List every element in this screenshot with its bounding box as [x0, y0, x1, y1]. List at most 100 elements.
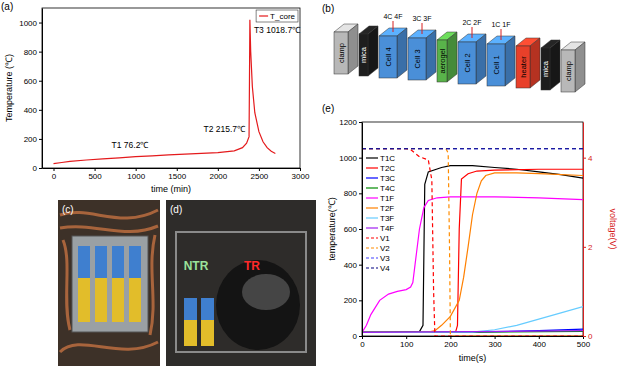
tick-mark: [359, 158, 362, 159]
component: clamp: [561, 42, 585, 92]
tick-label: 0: [33, 164, 38, 173]
sensor-label: 2C 2F: [462, 19, 481, 26]
photo-cell-bottom: [112, 278, 124, 322]
photo-label: NTR: [184, 259, 209, 273]
y2-axis-title: voltage(V): [608, 208, 618, 249]
component: clamp: [334, 24, 358, 74]
component: Cell 22C 2F: [458, 19, 486, 84]
series-line: [362, 329, 583, 332]
axis: 024: [583, 123, 593, 342]
legend-entry: T1C: [366, 154, 395, 163]
tick: 800: [344, 189, 362, 198]
legend-swatch: [366, 167, 378, 168]
legend: T_core: [256, 10, 298, 22]
tick: 2000: [209, 168, 227, 181]
tick: 1200: [339, 118, 362, 127]
component: heater: [516, 38, 540, 88]
component-side: [575, 42, 585, 92]
tick-label: 1000: [19, 19, 37, 28]
component: Cell 3 3C 3F: [408, 15, 436, 80]
panel-label: (c): [62, 204, 74, 215]
tick: 500: [88, 168, 102, 181]
annotation: T3 1018.7℃: [254, 25, 301, 35]
diagram: (b)clampmicaCell 44C 4FCell 33C 3Faeroge…: [322, 3, 585, 92]
tick: 400: [24, 106, 42, 115]
series-line: [362, 331, 583, 332]
photo-wire: [60, 226, 158, 231]
photo-wire: [150, 235, 155, 335]
component-front: [379, 36, 397, 78]
component-front: [437, 40, 447, 82]
legend-entry: V2: [366, 244, 390, 253]
tick-label: 3000: [292, 172, 310, 181]
tick-mark: [300, 168, 301, 171]
series-line: [362, 307, 583, 333]
legend-entry: T1F: [366, 194, 394, 203]
legend-entry: T3C: [366, 174, 395, 183]
legend-swatch: [366, 197, 378, 198]
tick-label: 0: [360, 340, 365, 349]
tick: 0: [52, 168, 57, 181]
legend-swatch: [366, 257, 378, 258]
legend-swatch: [366, 187, 378, 188]
legend-label: T2F: [380, 204, 394, 213]
tick: 200: [444, 336, 458, 349]
tick-mark: [177, 168, 178, 171]
sensor-wire: [422, 23, 423, 34]
tick-mark: [259, 168, 260, 171]
tick-label: 2500: [251, 172, 269, 181]
sensor-label: 3C 3F: [412, 15, 431, 22]
photo-cell-top: [78, 246, 90, 278]
series-line: [362, 149, 583, 336]
legend-label: T1C: [380, 154, 395, 163]
component-front: [561, 50, 575, 92]
tick-label: 1500: [168, 172, 186, 181]
axis-line: [583, 123, 584, 337]
plot-area: [54, 20, 276, 164]
series-line: [362, 148, 583, 149]
component-front: [487, 44, 505, 86]
legend-swatch: [366, 267, 378, 268]
tick-label: 100: [400, 340, 414, 349]
photo-cell-top: [112, 246, 124, 278]
tick: 400: [344, 261, 362, 270]
tick: 0: [583, 332, 593, 341]
photo-fixture: [72, 236, 148, 332]
tick-mark: [583, 158, 586, 159]
tick-mark: [39, 52, 42, 53]
panel-label: (d): [170, 204, 182, 215]
sensor-wire: [393, 21, 394, 32]
photo: NTRTR(d): [166, 200, 316, 366]
series-line: [362, 149, 583, 336]
component-side: [447, 32, 457, 82]
legend-entry: T2C: [366, 164, 395, 173]
component-label: aerogel: [438, 48, 447, 73]
tick: 0: [360, 336, 365, 349]
legend-entry: T2F: [366, 204, 394, 213]
legend-swatch: [259, 15, 268, 16]
tick-mark: [450, 336, 451, 339]
photo-cell-bottom: [129, 278, 141, 322]
tick: 2500: [251, 168, 269, 181]
chart: 0100200300400500020040060080010001200024…: [322, 103, 618, 363]
photo-cell-bottom: [78, 278, 90, 322]
tick: 1000: [19, 19, 42, 28]
tick-label: 400: [24, 106, 38, 115]
tick-label: 4: [588, 154, 593, 163]
tick-mark: [39, 81, 42, 82]
photo-background: [166, 200, 316, 366]
photo-frame: [176, 232, 306, 352]
tick: 4: [583, 154, 593, 163]
tick: 1500: [168, 168, 186, 181]
legend-label: T4C: [380, 184, 395, 193]
tick: 200: [24, 135, 42, 144]
component-label: Cell 3: [413, 49, 422, 68]
legend-label: T1F: [380, 194, 394, 203]
legend-entry: V4: [366, 264, 390, 273]
tick-mark: [583, 247, 586, 248]
tick-label: 0: [52, 172, 57, 181]
legend-swatch: [366, 247, 378, 248]
legend-entry: V1: [366, 234, 390, 243]
tick-mark: [406, 336, 407, 339]
component-side: [368, 26, 378, 76]
